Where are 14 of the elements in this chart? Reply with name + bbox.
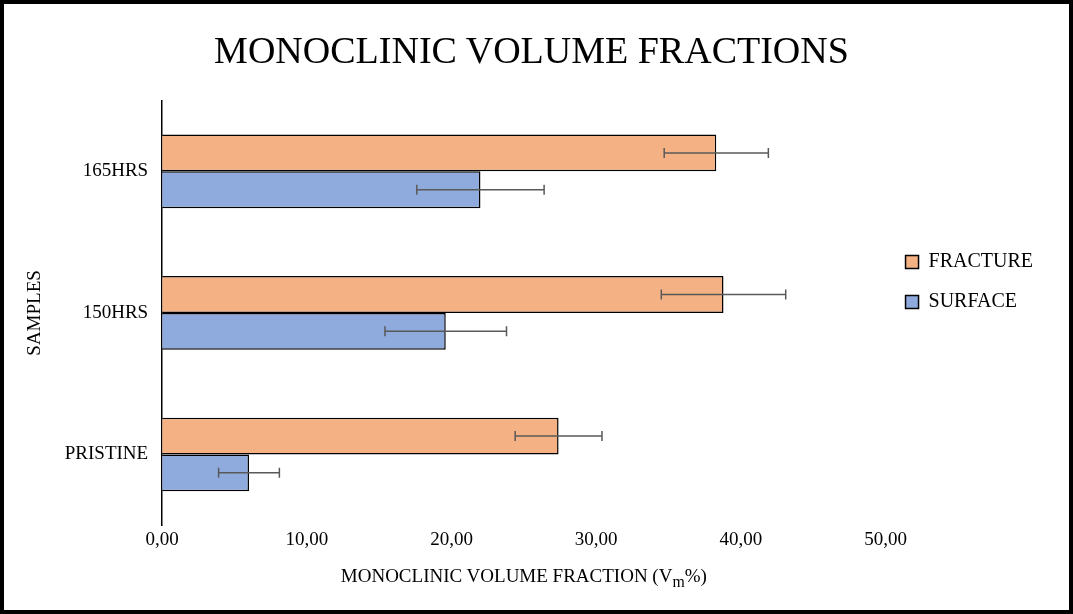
x-tick-label: 0,00 [145,527,179,549]
x-tick-label: 10,00 [285,527,329,549]
chart-title: MONOCLINIC VOLUME FRACTIONS [214,28,849,71]
legend-label: SURFACE [928,289,1018,312]
y-tick-label: PRISTINE [64,442,149,464]
x-tick-label: 40,00 [719,527,763,549]
legend-label: FRACTURE [928,249,1034,272]
x-tick-label: 50,00 [864,527,907,549]
y-tick-label: 150HRS [82,300,149,322]
x-tick-label: 20,00 [430,527,473,549]
x-axis-title: MONOCLINIC VOLUME FRACTION (V$_{m}$%) [339,565,708,591]
y-tick-label: 165HRS [82,159,149,181]
y-axis-title: SAMPLES [23,270,45,356]
x-tick-label: 30,00 [574,527,618,549]
